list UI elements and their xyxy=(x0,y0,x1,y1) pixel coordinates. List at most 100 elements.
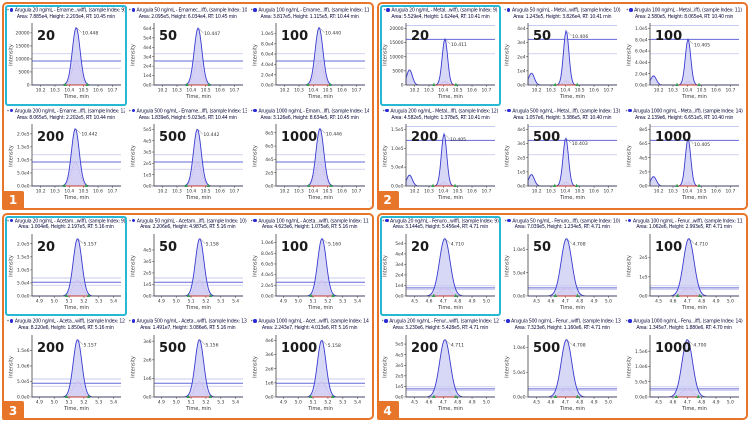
x-tick-label: 4.9 xyxy=(36,298,43,304)
y-tick-label: 1e5 xyxy=(517,169,525,175)
superscript-marker: * xyxy=(381,319,384,325)
x-tick-label: 10.4 xyxy=(561,88,571,94)
y-tick-label: 6e5 xyxy=(639,141,647,147)
x-tick-label: 5.4 xyxy=(354,399,361,405)
concentration-label: 20 xyxy=(37,29,55,44)
y-axis-title: Intensity xyxy=(627,44,633,66)
x-tick-label: 10.5 xyxy=(575,188,585,194)
chromatogram-panel[interactable]: * Arugula 500 ng/mL - Metal...iff), (samp… xyxy=(501,105,624,207)
panel-header: * Arugula 200 ng/mL - Fenur...wiff), (sam… xyxy=(381,318,501,332)
x-tick-label: 10.2 xyxy=(654,88,664,94)
chromatogram-plot: 8e5 6e5 4e5 2e5 0e0 10.2 10.3 10.4 10.5 10.6 10.7 T… xyxy=(252,124,365,201)
panel-header: * Arugula 500 ng/mL - Aceta...wiff), (sam… xyxy=(129,318,247,332)
y-axis-title: Intensity xyxy=(505,255,511,277)
y-axis-title: Intensity xyxy=(8,44,14,66)
chromatogram-panel[interactable]: * Arugula 50 ng/mL - Emamec...iff), (samp… xyxy=(126,5,249,106)
chromatogram-panel[interactable]: * Arugula 200 ng/mL - Emame...iff), (samp… xyxy=(5,105,127,207)
y-tick-label: 0.0e0 xyxy=(391,184,404,190)
chromatogram-panel[interactable]: * Arugula 20 ng/mL - Acetam...wiff), (sam… xyxy=(5,215,127,317)
y-tick-label: 5e4 xyxy=(143,36,151,42)
concentration-label: 500 xyxy=(533,130,560,145)
x-tick-label: 10.3 xyxy=(546,88,556,94)
panel-title: Arugula 200 ng/mL - Fenur...wiff), (samp… xyxy=(389,319,501,325)
y-tick-label: 2e6 xyxy=(143,357,151,363)
y-tick-label: 0e0 xyxy=(265,394,273,400)
y-tick-label: 1.0e6 xyxy=(17,363,30,369)
superscript-marker: * xyxy=(7,319,9,325)
y-axis-title: Intensity xyxy=(627,356,633,378)
panel-metrics: Area: 1.345e7, Height: 1.880e6, RT: 4.70… xyxy=(636,326,732,331)
chromatogram-plot: 3e6 2e6 1e6 0e0 4.9 5.0 5.1 5.2 5.3 5.4 Time, min I… xyxy=(130,334,243,412)
chromatogram-panel[interactable]: * Arugula 200 ng/mL - Aceta...wiff), (sam… xyxy=(5,316,127,417)
x-tick-label: 5.0 xyxy=(483,399,490,405)
integration-marker xyxy=(86,394,91,398)
y-tick-label: 3e5 xyxy=(517,141,525,147)
x-tick-label: 10.3 xyxy=(546,188,556,194)
x-tick-label: 4.9 xyxy=(158,298,165,304)
chromatogram-panel[interactable]: * Arugula 50 ng/mL - Acetam...iff), (samp… xyxy=(126,215,249,317)
panel-header: * Arugula 20 ng/mL - Acetam...wiff), (sam… xyxy=(7,218,125,232)
y-tick-label: 1e4 xyxy=(143,73,151,79)
chromatogram-panel[interactable]: * Arugula 1000 ng/mL - Acet...wiff), (sam… xyxy=(248,316,371,417)
y-axis-title: Intensity xyxy=(627,255,633,277)
x-tick-label: 4.8 xyxy=(576,298,583,304)
chromatogram-panel[interactable]: * Arugula 200 ng/mL - Metal...iff), (samp… xyxy=(379,105,502,207)
chromatogram-panel[interactable]: * Arugula 500 ng/mL - Emame...iff), (samp… xyxy=(126,105,249,207)
chromatogram-panel[interactable]: * Arugula 100 ng/mL - Metal...iff), (samp… xyxy=(623,5,745,106)
chromatogram-panel[interactable]: * Arugula 1000 ng/mL - Meta...iff), (samp… xyxy=(623,105,745,207)
x-tick-label: 5.4 xyxy=(110,399,117,405)
y-tick-label: 8.0e4 xyxy=(261,42,274,48)
chromatogram-panel[interactable]: * Arugula 100 ng/mL - Emame...iff), (samp… xyxy=(248,5,371,106)
sample-diamond-icon xyxy=(506,8,511,12)
panel-title: Arugula 200 ng/mL - Aceta...wiff), (samp… xyxy=(14,319,127,325)
sample-diamond-icon xyxy=(384,319,388,323)
y-tick-label: 20000 xyxy=(15,31,29,37)
x-tick-label: 4.5 xyxy=(533,399,540,405)
peak-fill xyxy=(406,339,496,397)
peak-rt-label: 5.160 xyxy=(328,241,341,247)
chromatogram-plot: 2.0e5 1.5e5 1.0e5 5.0e4 0.0e0 10.2 10.3 10.4 10.… xyxy=(8,124,121,201)
chromatogram-panel[interactable]: * Arugula 50 ng/mL - Fenuro...iff), (samp… xyxy=(501,215,624,317)
chromatogram-panel[interactable]: * Arugula 200 ng/mL - Fenur...wiff), (sam… xyxy=(379,316,502,417)
chromatogram-panel[interactable]: * Arugula 100 ng/mL - Aceta...wiff), (sam… xyxy=(248,215,371,317)
integration-marker xyxy=(554,293,558,297)
panel-header: * Arugula 1000 ng/mL - Acet...wiff), (sam… xyxy=(251,318,369,332)
peak-fill xyxy=(31,128,121,186)
peak-fill xyxy=(153,238,243,296)
concentration-label: 100 xyxy=(281,240,308,255)
y-axis-title: Intensity xyxy=(252,356,258,378)
chromatogram-panel[interactable]: * Arugula 20 ng/mL - Emame...wiff), (samp… xyxy=(5,5,127,106)
y-tick-label: 2e6 xyxy=(265,366,273,372)
chromatogram-panel[interactable]: * Arugula 500 ng/mL - Fenur...wiff), (sam… xyxy=(501,316,624,417)
peak-rt-label: 10.442 xyxy=(81,132,97,138)
peak-fill xyxy=(275,339,365,397)
peak-fill xyxy=(406,238,496,296)
chromatogram-panel[interactable]: * Arugula 20 ng/mL - Metal...wiff), (samp… xyxy=(379,5,502,106)
peak-fill xyxy=(31,339,121,397)
x-tick-label: 4.6 xyxy=(426,399,433,405)
y-tick-label: 1e6 xyxy=(143,375,151,381)
x-tick-label: 4.6 xyxy=(670,399,677,405)
y-axis-title: Intensity xyxy=(252,255,258,277)
chromatogram-panel[interactable]: * Arugula 1000 ng/mL - Emam...iff), (samp… xyxy=(248,105,371,207)
y-tick-label: 0.0e0 xyxy=(635,394,648,400)
x-tick-label: 4.8 xyxy=(698,298,705,304)
x-tick-label: 5.1 xyxy=(187,298,194,304)
chromatogram-panel[interactable]: * Arugula 500 ng/mL - Aceta...wiff), (sam… xyxy=(126,316,249,417)
chromatogram-plot: 1.5e6 1.0e6 5.0e5 0.0e0 4.5 4.6 4.7 4.8 4.9 5.0 Ti… xyxy=(627,334,740,412)
x-tick-label: 10.6 xyxy=(337,188,347,194)
x-tick-label: 10.5 xyxy=(79,188,89,194)
superscript-marker: * xyxy=(250,218,253,224)
chromatogram-panel[interactable]: * Arugula 20 ng/mL - Fenuro...wiff), (sam… xyxy=(379,215,502,317)
x-tick-label: 5.0 xyxy=(294,399,301,405)
x-tick-label: 10.7 xyxy=(107,88,117,94)
chromatogram-panel[interactable]: * Arugula 1000 ng/mL - Fenu...iff), (samp… xyxy=(623,316,745,417)
x-tick-label: 5.2 xyxy=(80,298,87,304)
chromatogram-plot: 1.0e5 5.0e4 0.0e0 4.5 4.6 4.7 4.8 4.9 5.0 Time, m… xyxy=(505,233,618,311)
sample-diamond-icon xyxy=(131,108,136,113)
chromatogram-panel[interactable]: * Arugula 100 ng/mL - Fenur...wiff), (sam… xyxy=(623,215,745,317)
chromatogram-plot: 5e4 4e4 3e4 2e4 1e4 0e0 4.5 4.6 4.7 4.8 4.9 5.0 Time… xyxy=(383,233,496,311)
peak-fill xyxy=(153,339,243,397)
chromatogram-panel[interactable]: * Arugula 50 ng/mL - Metal...wiff), (samp… xyxy=(501,5,624,106)
y-tick-label: 3e4 xyxy=(517,40,525,46)
